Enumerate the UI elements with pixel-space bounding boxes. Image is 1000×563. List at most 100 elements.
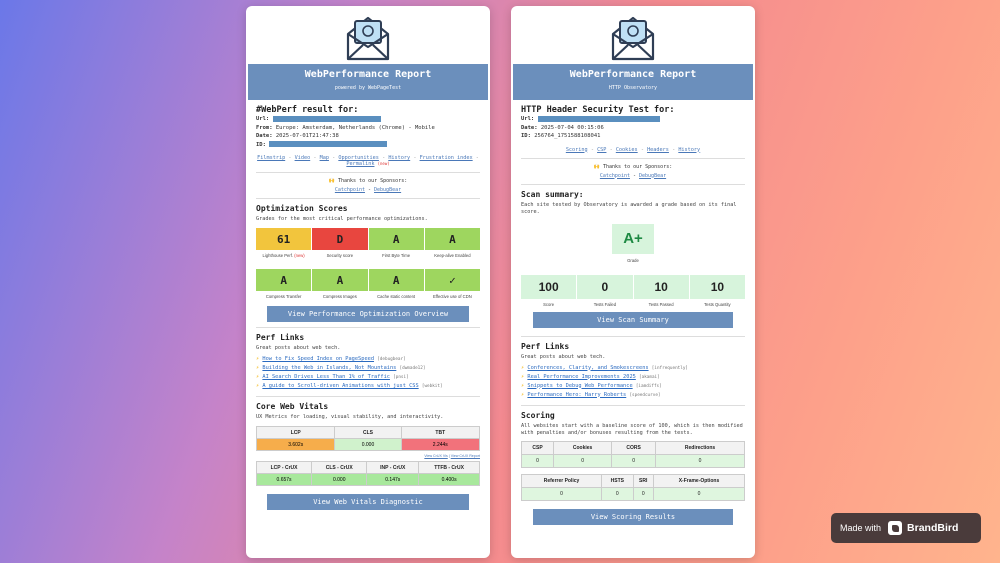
cwv-header-tbt: TBT <box>400 426 481 439</box>
redacted-url <box>537 115 660 122</box>
view-scan-summary-button[interactable]: View Scan Summary <box>533 311 733 328</box>
crux-header-ttfb: TTFB - CrUX <box>418 461 480 474</box>
nav-csp[interactable]: CSP <box>597 146 607 153</box>
url-label: Url: <box>256 116 270 122</box>
scan-stat-value: 10 <box>689 274 745 299</box>
crux-header-inp: INP - CrUX <box>366 461 420 474</box>
score-label: Compress Transfer <box>256 294 311 308</box>
score-label: Cache static content <box>369 294 424 308</box>
nav-cookies[interactable]: Cookies <box>615 146 638 153</box>
score-tile: A <box>312 269 368 291</box>
lightning-icon: ⚡ <box>256 365 263 371</box>
scoring-value-cors: 0 <box>611 453 657 468</box>
nav-scoring[interactable]: Scoring <box>565 146 588 153</box>
crux-links: View CrUX Vis | View CrUX Report <box>424 454 480 458</box>
score-label-text: Compress Images <box>322 294 357 299</box>
score-tile: A <box>368 269 424 291</box>
perf-link[interactable]: Performance Hero: Harry Roberts <box>527 391 627 398</box>
score-label: Lighthouse Perf. (new) <box>256 253 311 267</box>
scan-stat-label: Tests Passed <box>648 301 674 307</box>
sponsor-debugbear[interactable]: DebugBear <box>374 187 402 193</box>
perf-link-item: ⚡ Real Performance Improvements 2025 [ak… <box>521 373 745 382</box>
perf-link-author: [infrequently] <box>651 365 688 371</box>
sponsor-debugbear[interactable]: DebugBear <box>639 172 667 179</box>
scan-stat-value: 100 <box>521 274 577 299</box>
perf-link[interactable]: Real Performance Improvements 2025 <box>527 373 636 380</box>
perf-link[interactable]: Snippets to Debug Web Performance <box>527 382 633 389</box>
result-meta: Url: Date: 2025-07-04 00:15:06 ID: 25676… <box>521 115 745 141</box>
score-label: Security score <box>312 253 367 267</box>
score-label-text: First Byte Time <box>382 253 411 258</box>
perf-link-item: ⚡ Building the Web in Islands, Not Mount… <box>256 364 480 373</box>
nav-history[interactable]: History <box>388 155 411 161</box>
nav-opportunities[interactable]: Opportunities <box>338 155 379 161</box>
sponsors: 🙌 Thanks to our Sponsors: Catchpoint - D… <box>246 178 490 193</box>
new-badge: (new) <box>377 161 390 166</box>
date-label: Date: <box>256 133 273 139</box>
nav-map[interactable]: Map <box>319 155 329 161</box>
made-with-label: Made with <box>840 523 882 533</box>
score-tile: 61 <box>256 228 312 250</box>
perf-link[interactable]: How to Fix Speed Index on PageSpeed <box>262 356 375 362</box>
scan-summary-title: Scan summary: <box>521 189 584 199</box>
sponsor-catchpoint[interactable]: Catchpoint <box>334 187 365 193</box>
from-label: From: <box>256 124 273 131</box>
envelope-icon <box>246 6 490 64</box>
scoring-value-redirections: 0 <box>655 453 745 468</box>
scan-stats: 100 0 10 10 <box>521 274 745 299</box>
view-crux-vis-link[interactable]: View CrUX Vis <box>424 454 448 458</box>
view-web-vitals-diagnostic-button[interactable]: View Web Vitals Diagnostic <box>267 494 469 510</box>
perf-link[interactable]: A guide to Scroll-driven Animations with… <box>262 383 419 389</box>
sponsors-label: 🙌 Thanks to our Sponsors: <box>328 178 408 184</box>
cwv-value-tbt: 2.244s <box>400 438 481 451</box>
perf-links-list: ⚡ Conferences, Clarity, and Smokescreens… <box>521 364 745 400</box>
scoring-header-redirections: Redirections <box>655 440 745 455</box>
perf-link-item: ⚡ How to Fix Speed Index on PageSpeed [d… <box>256 355 480 364</box>
nav-headers[interactable]: Headers <box>647 146 669 153</box>
crux-value-cls: 0.000 <box>311 473 368 486</box>
score-tile: A <box>424 228 480 250</box>
score-tile: D <box>312 228 368 250</box>
score-tile: A <box>368 228 424 250</box>
perf-link-author: [iamdiffs] <box>635 383 662 389</box>
scoring-header-sri: SRI <box>632 473 654 488</box>
scoring-table-2: Referrer Policy HSTS SRI X-Frame-Options… <box>520 473 746 501</box>
nav-frustration-index[interactable]: Frustration index <box>419 155 473 161</box>
score-label-text: Effective use of CDN <box>432 294 472 299</box>
score-label-text: Compress Transfer <box>265 294 302 299</box>
brandbird-label: BrandBird <box>907 522 959 534</box>
perf-link[interactable]: AI Search Drives Less Than 1% of Traffic <box>262 374 390 380</box>
view-optimization-overview-button[interactable]: View Performance Optimization Overview <box>267 306 469 322</box>
crux-value-inp: 0.147s <box>366 473 420 486</box>
nav-history[interactable]: History <box>678 146 701 153</box>
scores-row-2: A A A ✓ <box>256 269 480 291</box>
nav-permalink[interactable]: Permalink <box>346 161 375 167</box>
report-title: WebPerformance Report <box>569 69 697 80</box>
crux-header-cls: CLS - CrUX <box>311 461 368 474</box>
nav-video[interactable]: Video <box>294 155 311 161</box>
view-crux-report-link[interactable]: View CrUX Report <box>450 454 480 458</box>
perf-links-list: ⚡ How to Fix Speed Index on PageSpeed [d… <box>256 355 480 391</box>
url-label: Url: <box>521 116 535 122</box>
perf-link[interactable]: Conferences, Clarity, and Smokescreens <box>527 364 649 371</box>
perf-link[interactable]: Building the Web in Islands, Not Mountai… <box>262 365 397 371</box>
view-scoring-results-button[interactable]: View Scoring Results <box>533 508 733 525</box>
from-value: Europe: Amsterdam, Netherlands (Chrome) … <box>275 124 435 131</box>
nav-filmstrip[interactable]: Filmstrip <box>257 155 286 161</box>
new-badge: (new) <box>294 253 305 258</box>
scan-summary-desc: Each site tested by Observatory is award… <box>521 201 737 215</box>
report-subtitle: HTTP Observatory <box>608 85 658 91</box>
perf-links-title: Perf Links <box>521 341 570 351</box>
security-report-card: WebPerformance Report HTTP Observatory H… <box>511 6 755 558</box>
perf-link-author: [pnsi] <box>393 375 409 380</box>
sponsors: 🙌 Thanks to our Sponsors: Catchpoint - D… <box>511 164 755 179</box>
crux-value-ttfb: 0.400s <box>418 473 480 486</box>
cwv-header-lcp: LCP <box>255 426 336 439</box>
lightning-icon: ⚡ <box>256 383 263 389</box>
perf-link-item: ⚡ AI Search Drives Less Than 1% of Traff… <box>256 373 480 382</box>
crux-table: LCP - CrUX CLS - CrUX INP - CrUX TTFB - … <box>255 461 480 486</box>
scoring-table-1: CSP Cookies CORS Redirections 0 0 0 0 <box>520 440 745 468</box>
score-label: Effective use of CDN <box>425 294 480 308</box>
made-with-brandbird-badge[interactable]: Made with BrandBird <box>831 513 981 543</box>
sponsor-catchpoint[interactable]: Catchpoint <box>599 172 630 179</box>
